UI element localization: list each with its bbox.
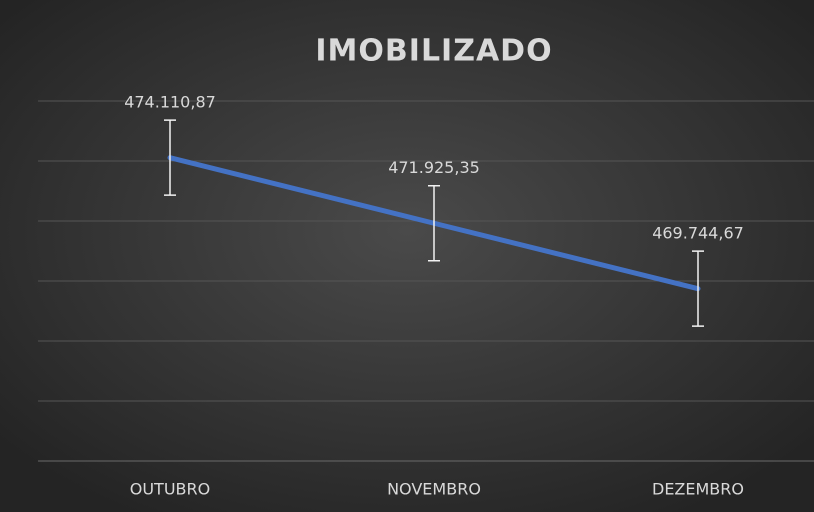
data-label: 469.744,67 <box>652 224 744 243</box>
x-tick-label: DEZEMBRO <box>652 480 744 499</box>
x-tick-label: NOVEMBRO <box>387 480 481 499</box>
error-bar <box>692 250 704 327</box>
data-label: 471.925,35 <box>388 158 480 177</box>
data-label: 474.110,87 <box>124 93 216 112</box>
error-bar <box>428 184 440 262</box>
chart-title: IMOBILIZADO <box>315 34 552 69</box>
x-tick-label: OUTUBRO <box>130 480 210 499</box>
error-bar <box>164 119 176 196</box>
